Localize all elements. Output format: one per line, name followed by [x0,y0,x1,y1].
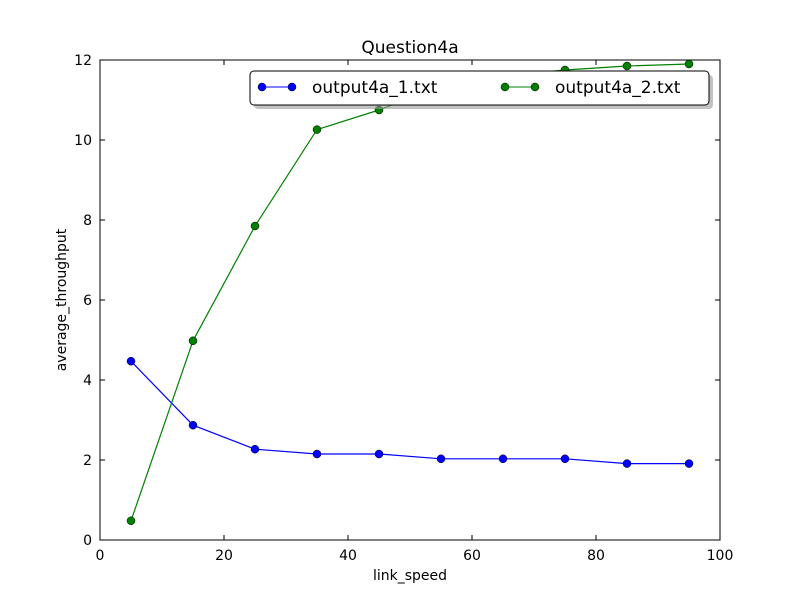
legend-marker-series-1 [287,82,297,92]
legend-label-series-1: output4a_1.txt [312,78,438,98]
y-tick-label: 12 [74,53,92,69]
data-point-series-1 [374,449,384,459]
y-tick-label: 0 [83,533,92,549]
legend-box [249,70,710,106]
plot-content [126,60,694,526]
data-point-series-1 [622,459,632,468]
x-tick-label: 0 [96,548,105,564]
legend-marker-series-2 [500,82,510,92]
y-tick-label: 6 [83,293,92,309]
y-axis-label: average_throughput [54,228,70,371]
legend-label-series-2: output4a_2.txt [555,78,681,98]
x-tick-label: 20 [215,548,233,564]
axis-ticks: 0 20 40 60 80 100 0 2 4 6 8 10 12 [74,53,733,564]
data-point-series-2 [622,61,632,71]
x-tick-label: 100 [707,548,734,564]
data-point-series-1 [250,444,260,454]
legend-marker-series-2 [530,82,540,92]
data-point-series-2 [312,125,322,134]
data-point-series-2 [126,516,136,526]
data-point-series-2 [684,60,694,69]
data-point-series-1 [312,449,322,459]
data-point-series-1 [684,459,694,468]
series-line-1 [130,360,689,465]
chart-title: Question4a [361,38,458,58]
x-tick-label: 80 [587,548,605,564]
axes-frame [99,59,721,541]
data-point-series-1 [188,420,198,430]
legend-marker-series-1 [257,82,267,92]
x-tick-label: 60 [463,548,481,564]
data-point-series-1 [126,356,136,366]
y-tick-label: 4 [83,373,92,389]
x-axis-label: link_speed [373,568,447,584]
data-point-series-1 [560,454,570,464]
data-point-series-2 [188,336,198,346]
legend: output4a_1.txt output4a_2.txt [249,70,713,109]
data-point-series-1 [436,454,446,464]
x-tick-label: 40 [339,548,357,564]
y-tick-label: 2 [83,453,92,469]
data-point-series-1 [498,454,508,464]
data-point-series-2 [250,221,260,231]
y-tick-label: 10 [74,133,92,149]
series-line-2 [130,63,690,521]
y-tick-label: 8 [83,213,92,229]
